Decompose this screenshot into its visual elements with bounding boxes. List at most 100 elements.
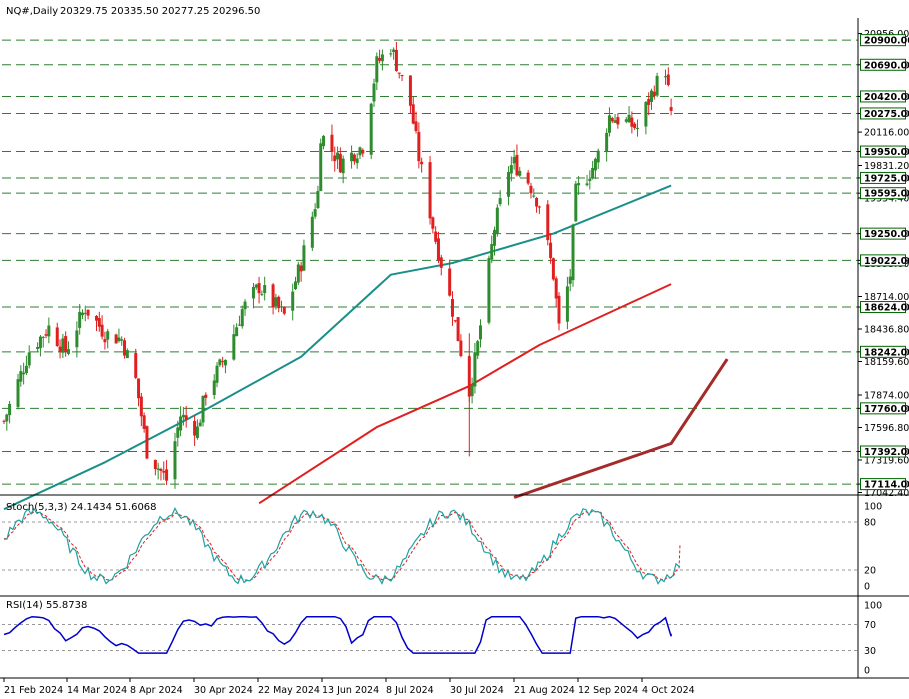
candle-up xyxy=(380,54,384,62)
price-tick-label: 17042.40 xyxy=(864,488,909,499)
chart-frame xyxy=(0,18,909,679)
candle-down xyxy=(257,283,261,294)
candle-up xyxy=(341,158,345,174)
candle-down xyxy=(64,336,68,353)
candle-up xyxy=(476,341,480,356)
candle-up xyxy=(369,103,373,155)
candle-down xyxy=(361,149,365,154)
candle-down xyxy=(610,118,614,122)
time-tick-label: 13 Jun 2024 xyxy=(322,685,379,696)
rsi-line: 100 70 30 0 xyxy=(2,601,882,677)
candle-up xyxy=(47,325,51,337)
candle-up xyxy=(61,338,65,353)
candle-down xyxy=(434,231,438,242)
candle-up xyxy=(22,372,26,375)
candle-down xyxy=(515,154,519,176)
candle-up xyxy=(624,119,628,122)
candle-down xyxy=(394,49,398,72)
candle-down xyxy=(277,296,281,309)
candle-up xyxy=(80,312,84,316)
candle-up xyxy=(260,293,264,295)
candle-up xyxy=(302,245,306,271)
candle-up xyxy=(389,53,393,55)
level-tag-inner xyxy=(861,302,905,313)
rsi-value-line xyxy=(3,615,672,654)
level-tag-inner xyxy=(861,108,905,119)
candle-up xyxy=(125,350,129,359)
candle-up xyxy=(19,371,23,382)
candle-down xyxy=(557,295,561,324)
candle-up xyxy=(571,224,575,281)
candle-up xyxy=(479,325,483,340)
candle-up xyxy=(243,301,247,310)
candle-up xyxy=(120,339,124,341)
candle-down xyxy=(55,327,59,346)
candle-down xyxy=(139,396,143,417)
candle-up xyxy=(66,349,70,354)
time-tick-label: 4 Oct 2024 xyxy=(642,685,695,696)
candle-up xyxy=(490,244,494,260)
candle-up xyxy=(319,143,323,192)
level-tag-inner xyxy=(861,479,905,490)
candle-up xyxy=(218,359,222,366)
candle-down xyxy=(204,394,208,398)
candle-up xyxy=(627,114,631,123)
candle-down xyxy=(420,161,424,165)
level-tag-inner xyxy=(861,172,905,183)
candle-down xyxy=(546,204,550,241)
candle-up xyxy=(5,414,9,422)
candlesticks xyxy=(2,41,673,489)
candle-down xyxy=(652,91,656,96)
candle-up xyxy=(593,158,597,171)
candle-up xyxy=(173,441,177,480)
candle-down xyxy=(397,72,401,74)
main-pane: 20956.0020690.0020420.0020275.0020116.00… xyxy=(2,6,909,511)
candle-down xyxy=(630,117,634,127)
price-tick-label: 20116.00 xyxy=(864,128,909,139)
candle-down xyxy=(282,307,286,314)
chart-ohlc: 20329.75 20335.50 20277.25 20296.50 xyxy=(60,6,260,17)
stochastic-label: Stoch(5,3,3) 24.1434 51.6068 xyxy=(6,502,157,513)
candle-down xyxy=(431,217,435,229)
candle-up xyxy=(232,334,236,360)
rsi-tick-label: 100 xyxy=(864,601,882,612)
level-tag-inner xyxy=(861,403,905,414)
candle-up xyxy=(649,90,653,102)
candle-down xyxy=(338,153,342,173)
candle-up xyxy=(254,284,258,288)
candle-down xyxy=(526,172,530,184)
candle-up xyxy=(644,102,648,127)
rsi-label: RSI(14) 55.8738 xyxy=(6,600,87,611)
ma-teal-line xyxy=(3,184,672,511)
candle-down xyxy=(44,334,48,336)
candle-down xyxy=(647,99,651,105)
candle-down xyxy=(159,469,163,471)
level-tag-inner xyxy=(861,255,905,266)
candle-up xyxy=(473,352,477,387)
candle-up xyxy=(310,216,314,248)
candle-up xyxy=(78,311,82,328)
level-tag-label: 20900.00 xyxy=(864,36,909,47)
candle-down xyxy=(400,75,404,77)
candle-up xyxy=(577,183,581,186)
candle-up xyxy=(117,337,121,342)
candle-down xyxy=(134,353,138,378)
level-tag-label: 19950.00 xyxy=(864,147,909,158)
candle-up xyxy=(201,395,205,423)
candle-down xyxy=(450,299,454,317)
candle-down xyxy=(352,154,356,162)
candle-up xyxy=(176,427,180,438)
candle-up xyxy=(8,403,12,416)
candle-down xyxy=(162,470,166,473)
candle-up xyxy=(568,276,572,284)
stoch-main-line xyxy=(3,507,681,585)
level-tag-inner xyxy=(861,59,905,70)
candle-down xyxy=(408,75,412,106)
candle-down xyxy=(551,258,555,280)
candle-up xyxy=(607,115,611,133)
candle-down xyxy=(456,317,460,342)
stochastic-pane: 100 80 20 0 Stoch(5,3,3) 24.1434 51.6068 xyxy=(2,502,882,593)
stoch-tick-label: 100 xyxy=(864,502,882,513)
candle-up xyxy=(263,285,267,294)
